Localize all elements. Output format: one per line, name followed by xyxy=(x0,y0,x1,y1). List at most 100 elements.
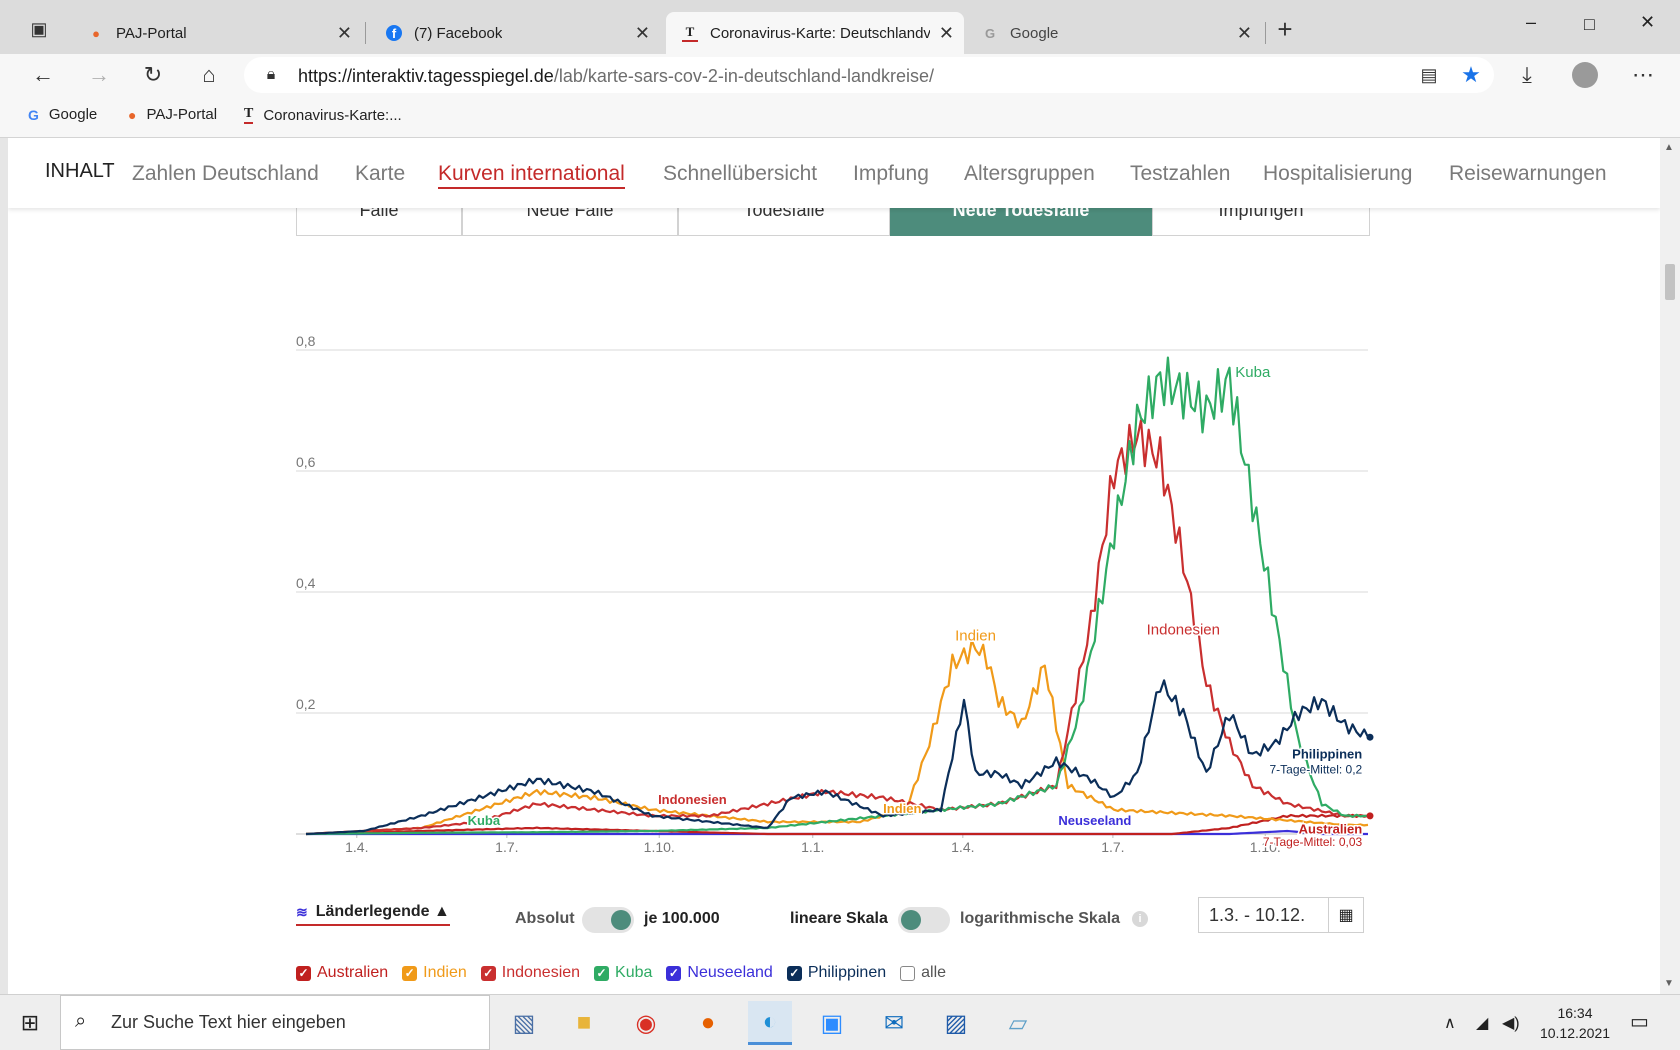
volume-icon[interactable]: ◀) xyxy=(1502,1015,1520,1032)
network-icon[interactable]: ◢ xyxy=(1476,1015,1489,1032)
tab-google[interactable]: G Google ✕ xyxy=(966,12,1262,54)
tab-actions-icon[interactable]: ▣ xyxy=(30,18,48,39)
line-label-kuba_early: Kuba xyxy=(468,813,501,828)
back-icon[interactable]: ← xyxy=(32,62,54,87)
checkbox-box[interactable] xyxy=(900,965,916,981)
y-tick-label: 0,4 xyxy=(296,575,316,591)
favorite-star-icon[interactable]: ★ xyxy=(1461,62,1481,87)
file-explorer-icon[interactable]: ■ xyxy=(576,1009,592,1036)
taskbar-clock[interactable]: 16:34 10.12.2021 xyxy=(1530,1003,1620,1043)
chrome-icon[interactable]: ◉ xyxy=(635,1009,657,1037)
nav-zahlen-deutschland[interactable]: Zahlen Deutschland xyxy=(132,162,319,185)
checkbox-box[interactable]: ✓ xyxy=(296,965,311,981)
scale-toggle[interactable] xyxy=(898,907,950,933)
scroll-up-icon[interactable]: ▲ xyxy=(1664,142,1674,153)
tagesspiegel-icon: T xyxy=(682,24,698,42)
scroll-down-icon[interactable]: ▼ xyxy=(1664,978,1674,989)
chevron-up-icon[interactable]: ∧ xyxy=(1444,1015,1456,1032)
checkbox-alle[interactable]: alle xyxy=(900,964,946,982)
firefox-icon[interactable]: ● xyxy=(700,1009,716,1036)
checkbox-indien[interactable]: ✓ Indien xyxy=(402,964,467,982)
close-icon[interactable]: ✕ xyxy=(634,23,650,43)
tab-paj-portal[interactable]: ● PAJ-Portal ✕ xyxy=(72,12,362,54)
minimize-icon[interactable]: – xyxy=(1526,12,1537,32)
tab-coronavirus[interactable]: T Coronavirus-Karte: Deutschlandv ✕ xyxy=(666,12,964,54)
nav-schnelluebersicht[interactable]: Schnellübersicht xyxy=(663,162,818,185)
bookmark-coronavirus[interactable]: T Coronavirus-Karte:... xyxy=(244,106,402,124)
nav-reisewarnungen[interactable]: Reisewarnungen xyxy=(1449,162,1607,185)
nav-hospitalisierung[interactable]: Hospitalisierung xyxy=(1263,162,1413,185)
checkbox-kuba[interactable]: ✓ Kuba xyxy=(594,964,652,982)
calendar-icon[interactable]: ▦ xyxy=(1328,898,1363,932)
mail-icon[interactable]: ✉ xyxy=(883,1009,905,1037)
tab-strip: ▣ ● PAJ-Portal ✕ f (7) Facebook ✕ T Coro… xyxy=(0,0,1680,54)
log-skala-label[interactable]: logarithmische Skala xyxy=(960,910,1121,927)
laenderlegende-toggle[interactable]: ≋ Länderlegende ▲ xyxy=(296,903,450,926)
tab-label: (7) Facebook xyxy=(414,24,503,42)
home-icon[interactable]: ⌂ xyxy=(202,62,216,87)
date-range-value[interactable]: 1.3. - 10.12. xyxy=(1209,905,1306,925)
nav-karte[interactable]: Karte xyxy=(355,162,406,185)
vertical-scrollbar[interactable]: ▲ ▼ xyxy=(1660,138,1680,994)
checkbox-indonesien[interactable]: ✓ Indonesien xyxy=(480,964,580,982)
close-icon[interactable]: ✕ xyxy=(1236,23,1252,43)
forward-icon[interactable]: → xyxy=(88,62,110,87)
zoom-icon[interactable]: ▣ xyxy=(820,1009,844,1037)
line-label-indien_early: Indien xyxy=(883,801,921,816)
checkbox-box[interactable]: ✓ xyxy=(666,965,682,981)
close-icon[interactable]: ✕ xyxy=(336,23,352,43)
checkbox-label: Philippinen xyxy=(807,964,887,981)
scroll-thumb[interactable] xyxy=(1665,264,1675,300)
series-line-kuba xyxy=(306,356,1369,836)
bookmark-label: PAJ-Portal xyxy=(146,106,218,123)
nav-testzahlen[interactable]: Testzahlen xyxy=(1130,162,1231,185)
close-icon[interactable]: ✕ xyxy=(938,23,954,43)
checkbox-box[interactable]: ✓ xyxy=(594,965,610,981)
checkbox-australien[interactable]: ✓ Australien xyxy=(296,964,388,982)
maximize-icon[interactable]: □ xyxy=(1584,14,1595,34)
reload-icon[interactable]: ↻ xyxy=(143,62,163,87)
menu-more-icon[interactable]: ⋯ xyxy=(1632,62,1654,87)
windows-start-icon[interactable]: ⊞ xyxy=(20,1010,40,1035)
info-icon[interactable]: i xyxy=(1132,911,1148,927)
line-label-indonesien_peak: Indonesien xyxy=(1147,621,1220,638)
photos-icon[interactable]: ▨ xyxy=(944,1009,968,1037)
bookmark-google[interactable]: G Google xyxy=(28,106,97,123)
nav-altersgruppen[interactable]: Altersgruppen xyxy=(964,162,1095,185)
absolut-je100000-toggle[interactable] xyxy=(582,907,634,933)
date-range-input[interactable]: 1.3. - 10.12. ▦ xyxy=(1198,897,1364,933)
edge-icon[interactable]: ◐ xyxy=(748,1001,792,1045)
checkbox-box[interactable]: ✓ xyxy=(480,965,496,981)
new-tab-icon[interactable]: + xyxy=(1277,13,1293,44)
window-close-icon[interactable]: ✕ xyxy=(1640,12,1656,32)
task-view-icon[interactable]: ▧ xyxy=(512,1009,536,1037)
clock-date: 10.12.2021 xyxy=(1539,1025,1611,1041)
nav-impfung[interactable]: Impfung xyxy=(853,162,929,185)
je100000-label[interactable]: je 100.000 xyxy=(644,910,720,927)
checkbox-philippinen[interactable]: ✓ Philippinen xyxy=(786,964,887,982)
line-label-neuseeland: Neuseeland xyxy=(1058,813,1131,828)
tab-facebook[interactable]: f (7) Facebook ✕ xyxy=(370,12,660,54)
tab-label: Coronavirus-Karte: Deutschlandv xyxy=(710,24,930,42)
checkbox-neuseeland[interactable]: ✓ Neuseeland xyxy=(666,964,773,982)
lineare-skala-label[interactable]: lineare Skala xyxy=(790,910,888,927)
address-bar[interactable]: 🔒︎ https://interaktiv.tagesspiegel.de/la… xyxy=(244,57,1494,93)
checkbox-box[interactable]: ✓ xyxy=(786,965,802,981)
url-text[interactable]: https://interaktiv.tagesspiegel.de/lab/k… xyxy=(298,66,934,87)
profile-avatar-icon[interactable] xyxy=(1570,60,1600,90)
notes-app-icon[interactable]: ▱ xyxy=(1008,1009,1028,1037)
x-tick-label: 1.4. xyxy=(345,839,368,855)
absolut-label[interactable]: Absolut xyxy=(515,910,575,927)
x-tick-label: 1.4. xyxy=(951,839,974,855)
taskbar-search[interactable]: ⌕ Zur Suche Text hier eingeben xyxy=(60,995,490,1050)
lock-icon[interactable]: 🔒︎ xyxy=(266,66,276,83)
bookmark-paj-portal[interactable]: ● PAJ-Portal xyxy=(128,106,217,123)
checkbox-box[interactable]: ✓ xyxy=(402,965,418,981)
notifications-icon[interactable]: ▭ xyxy=(1630,1011,1649,1033)
nav-kurven-international[interactable]: Kurven international xyxy=(438,162,625,189)
web-page: INHALT Zahlen Deutschland Karte Kurven i… xyxy=(8,138,1660,994)
content-nav: INHALT Zahlen Deutschland Karte Kurven i… xyxy=(8,138,1660,208)
reader-mode-icon[interactable]: ▤ xyxy=(1420,64,1438,85)
download-icon[interactable]: ⤓ xyxy=(1522,62,1532,87)
line-label-philippinen_avg: 7-Tage-Mittel: 0,2 xyxy=(1270,763,1363,777)
